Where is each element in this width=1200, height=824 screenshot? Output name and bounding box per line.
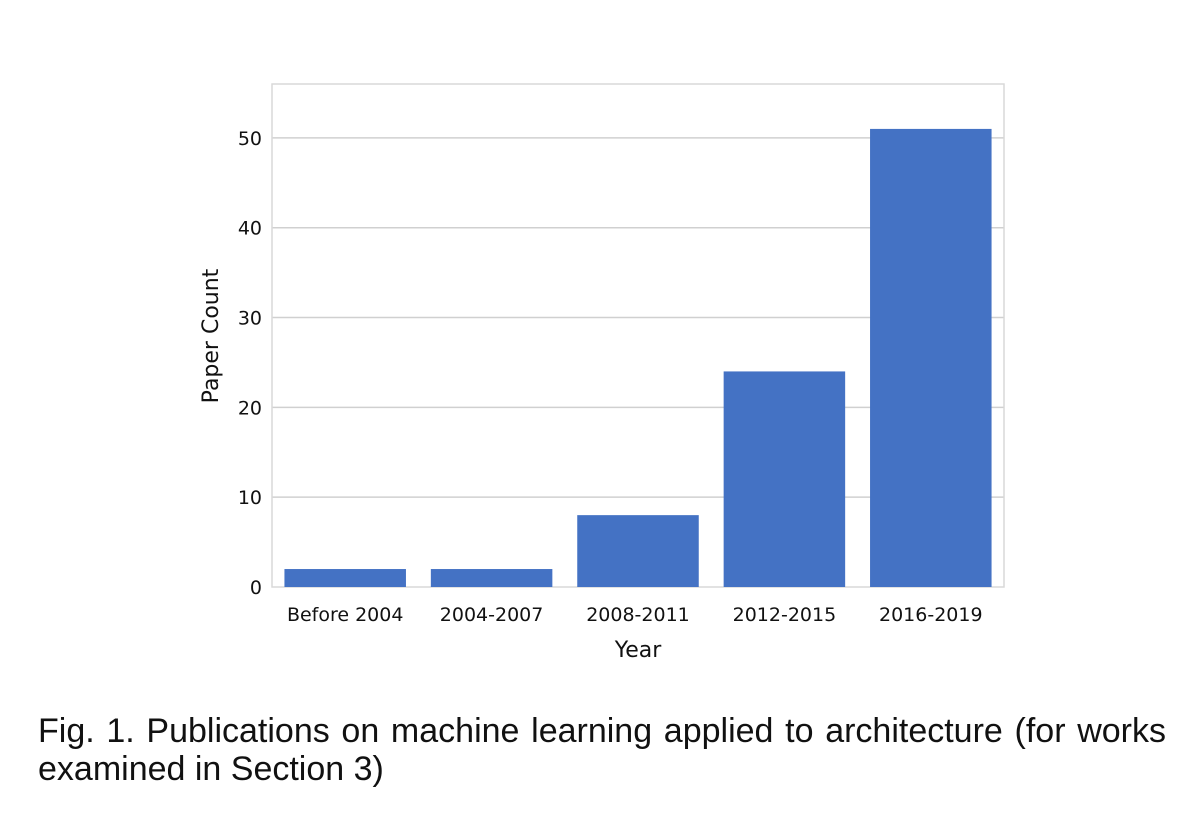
bar <box>430 569 553 587</box>
y-tick-label: 0 <box>250 577 262 599</box>
x-tick-label: 2004-2007 <box>440 604 544 626</box>
x-tick-label: Before 2004 <box>287 604 404 626</box>
y-tick-label: 40 <box>238 218 262 240</box>
x-tick-label: 2008-2011 <box>586 604 690 626</box>
x-tick-label: 2016-2019 <box>879 604 983 626</box>
y-tick-label: 10 <box>238 487 262 509</box>
y-tick-label: 50 <box>238 128 262 150</box>
bar <box>284 569 406 587</box>
figure-caption: Fig. 1. Publications on machine learning… <box>38 712 1166 788</box>
y-axis-title: Paper Count <box>199 268 224 403</box>
y-tick-label: 30 <box>238 308 262 330</box>
y-tick-label: 20 <box>238 397 262 419</box>
bar <box>577 515 699 587</box>
bar <box>723 371 846 587</box>
bars <box>284 128 992 588</box>
y-tick-labels: 0 10 20 30 40 50 <box>238 128 262 599</box>
bar-chart: 0 10 20 30 40 50 Before 2004 2004-2007 2008-201… <box>199 83 1005 663</box>
x-axis-title: Year <box>614 638 663 663</box>
x-tick-labels: Before 2004 2004-2007 2008-2011 2012-2015 20… <box>287 604 983 626</box>
bar <box>870 128 992 588</box>
x-tick-label: 2012-2015 <box>733 604 837 626</box>
